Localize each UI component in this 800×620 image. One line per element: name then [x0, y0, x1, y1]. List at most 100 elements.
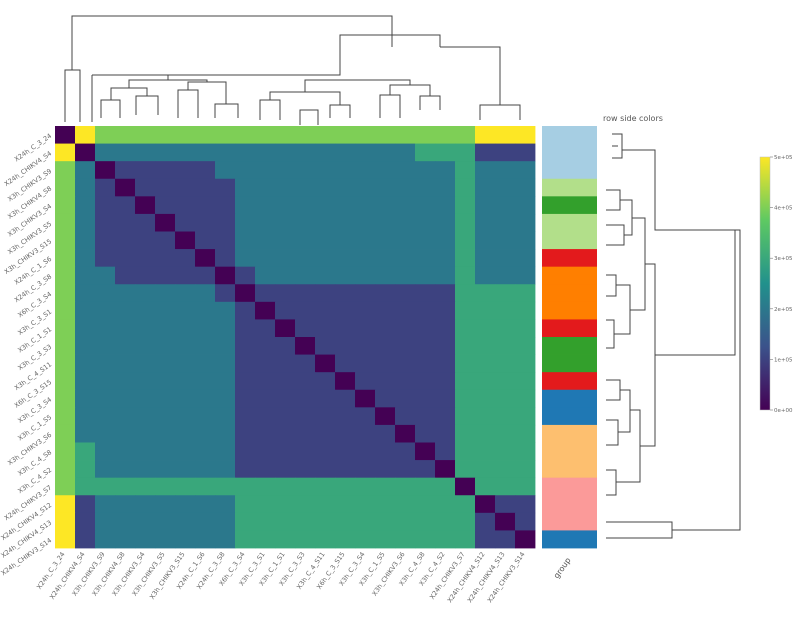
heatmap-cell	[295, 143, 316, 162]
heatmap-cell	[75, 266, 96, 285]
heatmap-cell	[315, 354, 336, 373]
heatmap-cell	[515, 372, 536, 391]
heatmap-cell	[235, 354, 256, 373]
heatmap-cell	[475, 354, 496, 373]
heatmap-cell	[275, 126, 296, 144]
heatmap-cell	[175, 354, 196, 373]
heatmap-cell	[515, 249, 536, 268]
heatmap-cell	[195, 266, 216, 285]
heatmap-cell	[315, 143, 336, 162]
heatmap-cell	[455, 301, 476, 320]
heatmap-cell	[55, 337, 76, 355]
heatmap-cell	[455, 178, 476, 197]
heatmap-cell	[315, 231, 336, 250]
heatmap-cell	[455, 512, 476, 531]
heatmap-cell	[55, 249, 76, 268]
heatmap-cell	[395, 389, 416, 408]
heatmap-cell	[115, 442, 136, 461]
heatmap-cell	[355, 266, 376, 285]
heatmap-cell	[395, 407, 416, 426]
heatmap-cell	[255, 213, 276, 232]
heatmap-cell	[295, 512, 316, 531]
heatmap-cell	[235, 460, 256, 479]
heatmap-cell	[155, 319, 176, 338]
heatmap-cell	[175, 530, 196, 549]
heatmap-cell	[275, 213, 296, 232]
row-side-color-cell	[542, 460, 597, 479]
heatmap-cell	[95, 460, 116, 479]
heatmap-cell	[415, 512, 436, 531]
heatmap-cell	[455, 442, 476, 461]
heatmap-cell	[335, 161, 356, 180]
heatmap-cell	[95, 178, 116, 197]
heatmap-cell	[195, 161, 216, 180]
heatmap-cell	[275, 495, 296, 514]
heatmap-cell	[75, 407, 96, 426]
heatmap-cell	[55, 442, 76, 461]
heatmap-cell	[415, 249, 436, 268]
heatmap-cell	[235, 266, 256, 285]
heatmap-cell	[375, 477, 396, 496]
heatmap-cell	[395, 161, 416, 180]
heatmap-cell	[375, 512, 396, 531]
heatmap-cell	[515, 389, 536, 408]
heatmap-cell	[415, 196, 436, 215]
heatmap-cell	[175, 213, 196, 232]
heatmap-cell	[315, 319, 336, 338]
heatmap-cell	[495, 407, 516, 426]
heatmap-cell	[515, 512, 536, 531]
heatmap-cell	[295, 231, 316, 250]
heatmap-cell	[395, 442, 416, 461]
heatmap-cell	[375, 249, 396, 268]
heatmap-cell	[135, 460, 156, 479]
heatmap-cell	[255, 319, 276, 338]
heatmap-cell	[275, 143, 296, 162]
heatmap-cell	[355, 460, 376, 479]
heatmap-cell	[435, 178, 456, 197]
heatmap-cell	[315, 424, 336, 443]
heatmap-cell	[275, 372, 296, 391]
heatmap-cell	[335, 231, 356, 250]
heatmap-cell	[355, 319, 376, 338]
row-side-color-cell	[542, 477, 597, 496]
heatmap-cell	[395, 495, 416, 514]
heatmap-cell	[155, 477, 176, 496]
heatmap-cell	[195, 249, 216, 268]
heatmap-cell	[75, 231, 96, 250]
heatmap-cell	[475, 126, 496, 144]
heatmap-cell	[75, 530, 96, 549]
heatmap-cell	[255, 266, 276, 285]
heatmap-cell	[315, 178, 336, 197]
row-side-color-cell	[542, 530, 597, 549]
heatmap-cell	[155, 424, 176, 443]
heatmap-cell	[295, 337, 316, 355]
heatmap-cell	[355, 424, 376, 443]
heatmap-cell	[215, 495, 236, 514]
heatmap-cell	[355, 143, 376, 162]
x-tick-label: X24h_CHIKV3_S14	[486, 551, 527, 605]
heatmap-cell	[115, 196, 136, 215]
heatmap-cell	[195, 460, 216, 479]
heatmap-cell	[475, 337, 496, 355]
heatmap-cell	[55, 372, 76, 391]
heatmap-cell	[95, 143, 116, 162]
heatmap-cell	[55, 213, 76, 232]
heatmap-cell	[215, 460, 236, 479]
heatmap-cell	[475, 512, 496, 531]
heatmap-cell	[395, 196, 416, 215]
heatmap-cell	[455, 389, 476, 408]
heatmap-cell	[75, 442, 96, 461]
heatmap-cell	[55, 231, 76, 250]
heatmap-cell	[495, 389, 516, 408]
heatmap-cell	[515, 354, 536, 373]
heatmap-cell	[455, 372, 476, 391]
heatmap-cell	[495, 213, 516, 232]
heatmap-cell	[115, 389, 136, 408]
heatmap-cell	[375, 424, 396, 443]
heatmap-cell	[135, 284, 156, 303]
heatmap-cell	[295, 284, 316, 303]
heatmap-cell	[355, 354, 376, 373]
heatmap-cell	[355, 495, 376, 514]
heatmap-cell	[475, 266, 496, 285]
heatmap-cell	[175, 495, 196, 514]
